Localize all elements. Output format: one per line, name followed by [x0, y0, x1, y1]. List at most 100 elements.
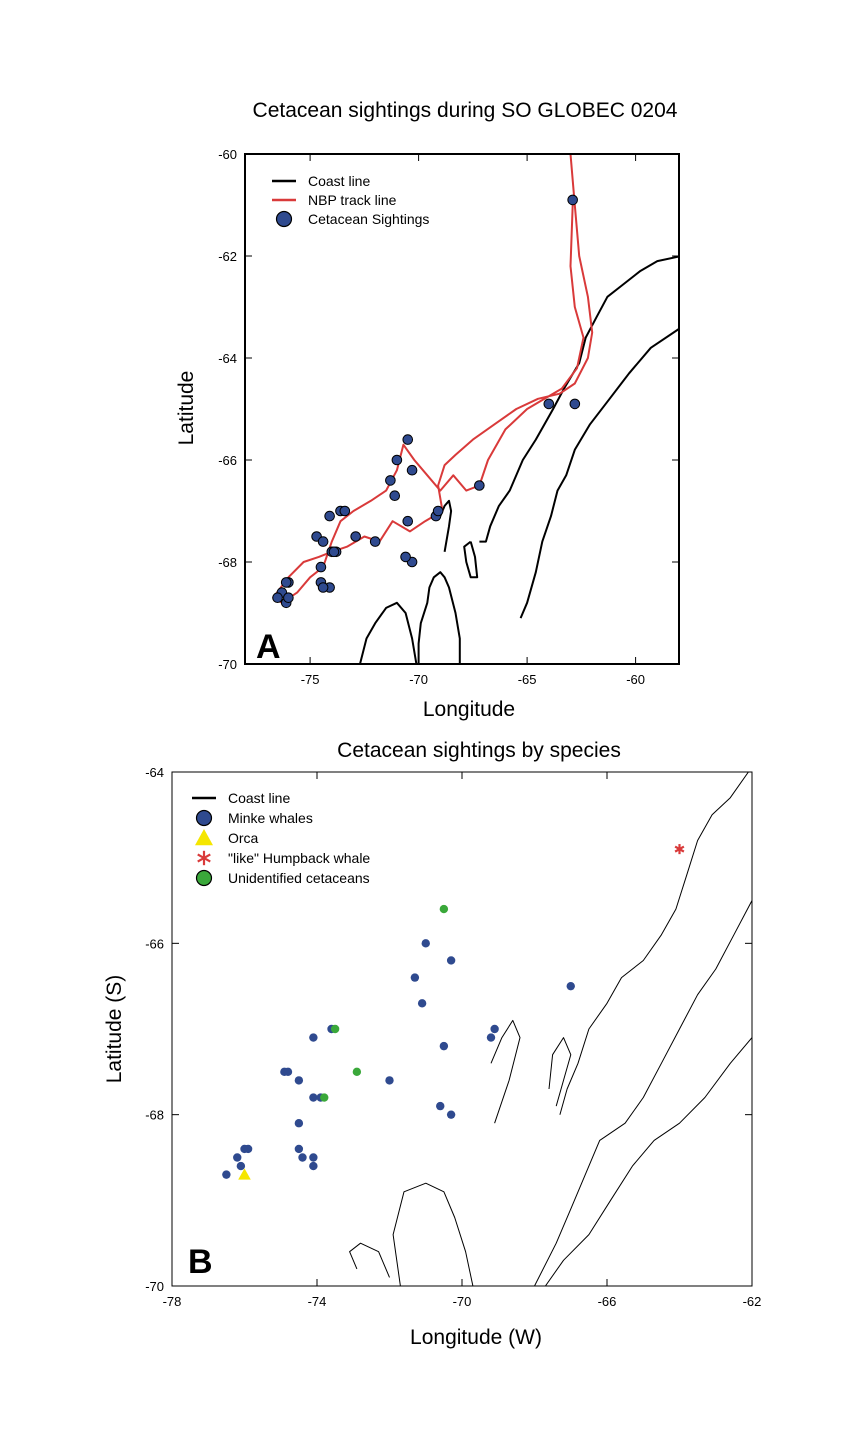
series-2-point-0-stroke	[674, 845, 685, 853]
y-tick-label-0: -64	[145, 765, 164, 780]
series-0-point-22	[309, 1161, 318, 1171]
panel-b: Cetacean sightings by species -78 -74 -70-…	[103, 739, 761, 1349]
sighting-point-14	[324, 510, 335, 522]
sighting-point-13	[339, 505, 351, 517]
y-tick-label-1: -66	[145, 936, 164, 951]
x-tick-label-1: -70	[409, 672, 428, 687]
sighting-point-7	[385, 475, 396, 486]
panel-a-title: Cetacean sightings during SO GLOBEC 0204	[253, 99, 678, 122]
x-tick-label-2: -70	[453, 1294, 472, 1309]
series-3-point-2	[352, 1067, 362, 1077]
y-tick-label-3: -66	[218, 453, 237, 468]
plot-content	[222, 772, 752, 1286]
series-0-point-13	[385, 1076, 394, 1085]
y-tick-label-3: -70	[145, 1279, 164, 1294]
series-0-point-16	[436, 1101, 445, 1111]
coastline-1	[519, 327, 679, 619]
y-tick-label-5: -70	[218, 657, 237, 672]
series-0-point-27	[236, 1161, 246, 1171]
plot-frame	[244, 153, 680, 665]
sighting-point-22	[315, 561, 327, 573]
legend-label-3: "like" Humpback whale	[228, 850, 370, 866]
sighting-point-27	[317, 582, 329, 593]
series-0-point-11	[283, 1067, 293, 1077]
sighting-point-6	[406, 464, 418, 476]
legend-label-2: Orca	[228, 830, 259, 846]
series-0-point-24	[243, 1144, 253, 1154]
x-tick-label-2: -65	[518, 672, 537, 687]
series-3-point-3	[320, 1093, 329, 1102]
coastline-5	[463, 540, 479, 579]
x-tick-label-0: -75	[301, 672, 320, 687]
coastline-3	[359, 601, 418, 664]
legend-swatch-1	[195, 809, 213, 827]
sighting-point-3	[474, 480, 485, 491]
sighting-point-17	[350, 531, 361, 542]
series-0-point-2	[446, 956, 456, 965]
series-3-point-1	[330, 1024, 340, 1034]
legend-label-0: Coast line	[228, 790, 290, 806]
x-tick-label-3: -66	[598, 1294, 617, 1309]
series-0-point-17	[446, 1110, 456, 1119]
sighting-point-5	[391, 454, 403, 466]
series-0-point-3	[410, 973, 420, 982]
coastline-3	[392, 1182, 474, 1286]
series-0-point-18	[294, 1119, 304, 1128]
y-tick-label-1: -62	[218, 249, 237, 264]
legend-swatch-4	[195, 869, 213, 887]
y-tick-label-2: -64	[218, 351, 237, 366]
sighting-point-31	[272, 592, 283, 604]
coastline-0	[479, 255, 679, 543]
coastline-1	[534, 900, 752, 1286]
legend-label-1: NBP track line	[308, 192, 397, 208]
legend-label-4: Unidentified cetaceans	[228, 870, 370, 886]
sighting-point-21	[328, 546, 340, 558]
series-0-point-25	[233, 1153, 242, 1162]
series-0-point-9	[309, 1033, 318, 1042]
panel-b-x-axis-label: Longitude (W)	[410, 1326, 542, 1349]
sighting-point-18	[369, 536, 381, 547]
sighting-point-16	[317, 536, 329, 547]
series-0-point-7	[439, 1041, 449, 1051]
panel-b-label: B	[188, 1243, 213, 1281]
series-0-point-20	[298, 1153, 307, 1162]
sighting-point-1	[543, 398, 555, 410]
y-tick-label-4: -68	[218, 555, 237, 570]
legend-swatch-3-stroke	[197, 853, 211, 863]
coastline-4	[439, 499, 453, 552]
sighting-point-4	[402, 434, 414, 445]
sighting-point-11	[402, 515, 414, 527]
series-0-point-12	[294, 1076, 304, 1085]
legend-swatch-3	[197, 850, 211, 866]
coastline-5	[490, 1019, 521, 1124]
series-0-point-26	[222, 1170, 231, 1179]
plot-content	[272, 154, 679, 664]
x-tick-label-1: -74	[308, 1294, 327, 1309]
series-0-point-0	[566, 981, 575, 991]
x-tick-label-4: -62	[743, 1294, 762, 1309]
series-0-point-21	[309, 1153, 318, 1162]
legend-swatch-2	[195, 829, 213, 846]
legend-label-2: Cetacean Sightings	[308, 211, 429, 227]
series-0-point-4	[417, 999, 427, 1008]
legend-label-1: Minke whales	[228, 810, 313, 826]
x-tick-label-3: -60	[626, 672, 645, 687]
panel-b-y-axis-label: Latitude (S)	[103, 975, 126, 1084]
coastline-4	[349, 1242, 390, 1278]
coastline-2	[417, 571, 461, 664]
sighting-point-2	[569, 398, 581, 410]
sighting-point-29	[280, 577, 292, 588]
panel-a-y-axis-label: Latitude	[175, 371, 198, 446]
panel-a-plot-area: -75 -70 -65 -60 -60 -62 -64 -66 -68 -70 Coast line…	[218, 147, 680, 687]
panel-b-plot-area: -78 -74 -70 -66 -62 -64 -66 -68 -70 Coast line Min…	[145, 765, 761, 1309]
coastline-6	[548, 1037, 572, 1107]
coastline-2	[544, 1037, 752, 1286]
panel-a-x-axis-label: Longitude	[423, 698, 515, 721]
series-1-point-0	[238, 1168, 251, 1180]
panel-b-title: Cetacean sightings by species	[337, 739, 621, 762]
series-3-point-0	[439, 904, 449, 914]
sighting-point-24	[400, 551, 411, 563]
sighting-point-10	[432, 505, 444, 517]
y-tick-label-0: -60	[218, 147, 237, 162]
